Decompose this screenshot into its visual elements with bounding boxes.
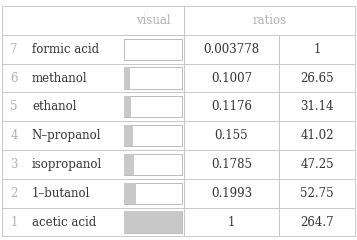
Bar (124, 183, 136, 204)
Text: 4: 4 (10, 129, 18, 142)
Text: 3: 3 (10, 158, 18, 171)
Text: 0.1785: 0.1785 (211, 158, 252, 171)
Bar (124, 125, 182, 146)
Text: 1–butanol: 1–butanol (32, 187, 90, 200)
Text: 0.155: 0.155 (215, 129, 248, 142)
Text: 0.003778: 0.003778 (203, 43, 260, 56)
Text: formic acid: formic acid (32, 43, 99, 56)
Bar (124, 96, 182, 117)
Text: 7: 7 (10, 43, 18, 56)
Text: 1: 1 (313, 43, 321, 56)
Bar (124, 154, 134, 175)
Bar (124, 67, 182, 89)
Bar (124, 211, 182, 233)
Bar (124, 96, 131, 117)
Text: isopropanol: isopropanol (32, 158, 102, 171)
Text: 6: 6 (10, 72, 18, 84)
Text: 31.14: 31.14 (301, 100, 334, 113)
Bar (124, 211, 182, 233)
Text: ethanol: ethanol (32, 100, 76, 113)
Text: 41.02: 41.02 (301, 129, 334, 142)
Text: acetic acid: acetic acid (32, 216, 96, 228)
Bar (124, 154, 182, 175)
Bar (124, 125, 133, 146)
Text: 1: 1 (228, 216, 235, 228)
Text: methanol: methanol (32, 72, 87, 84)
Text: visual: visual (136, 14, 170, 27)
Text: 0.1993: 0.1993 (211, 187, 252, 200)
Text: N–propanol: N–propanol (32, 129, 101, 142)
Text: 47.25: 47.25 (300, 158, 334, 171)
Bar (124, 183, 182, 204)
Text: 0.1176: 0.1176 (211, 100, 252, 113)
Text: 264.7: 264.7 (300, 216, 334, 228)
Text: 2: 2 (10, 187, 18, 200)
Text: 52.75: 52.75 (300, 187, 334, 200)
Text: 1: 1 (10, 216, 18, 228)
Bar (124, 67, 130, 89)
Text: 0.1007: 0.1007 (211, 72, 252, 84)
Text: 5: 5 (10, 100, 18, 113)
Bar (124, 39, 182, 60)
Text: ratios: ratios (252, 14, 287, 27)
Text: 26.65: 26.65 (300, 72, 334, 84)
